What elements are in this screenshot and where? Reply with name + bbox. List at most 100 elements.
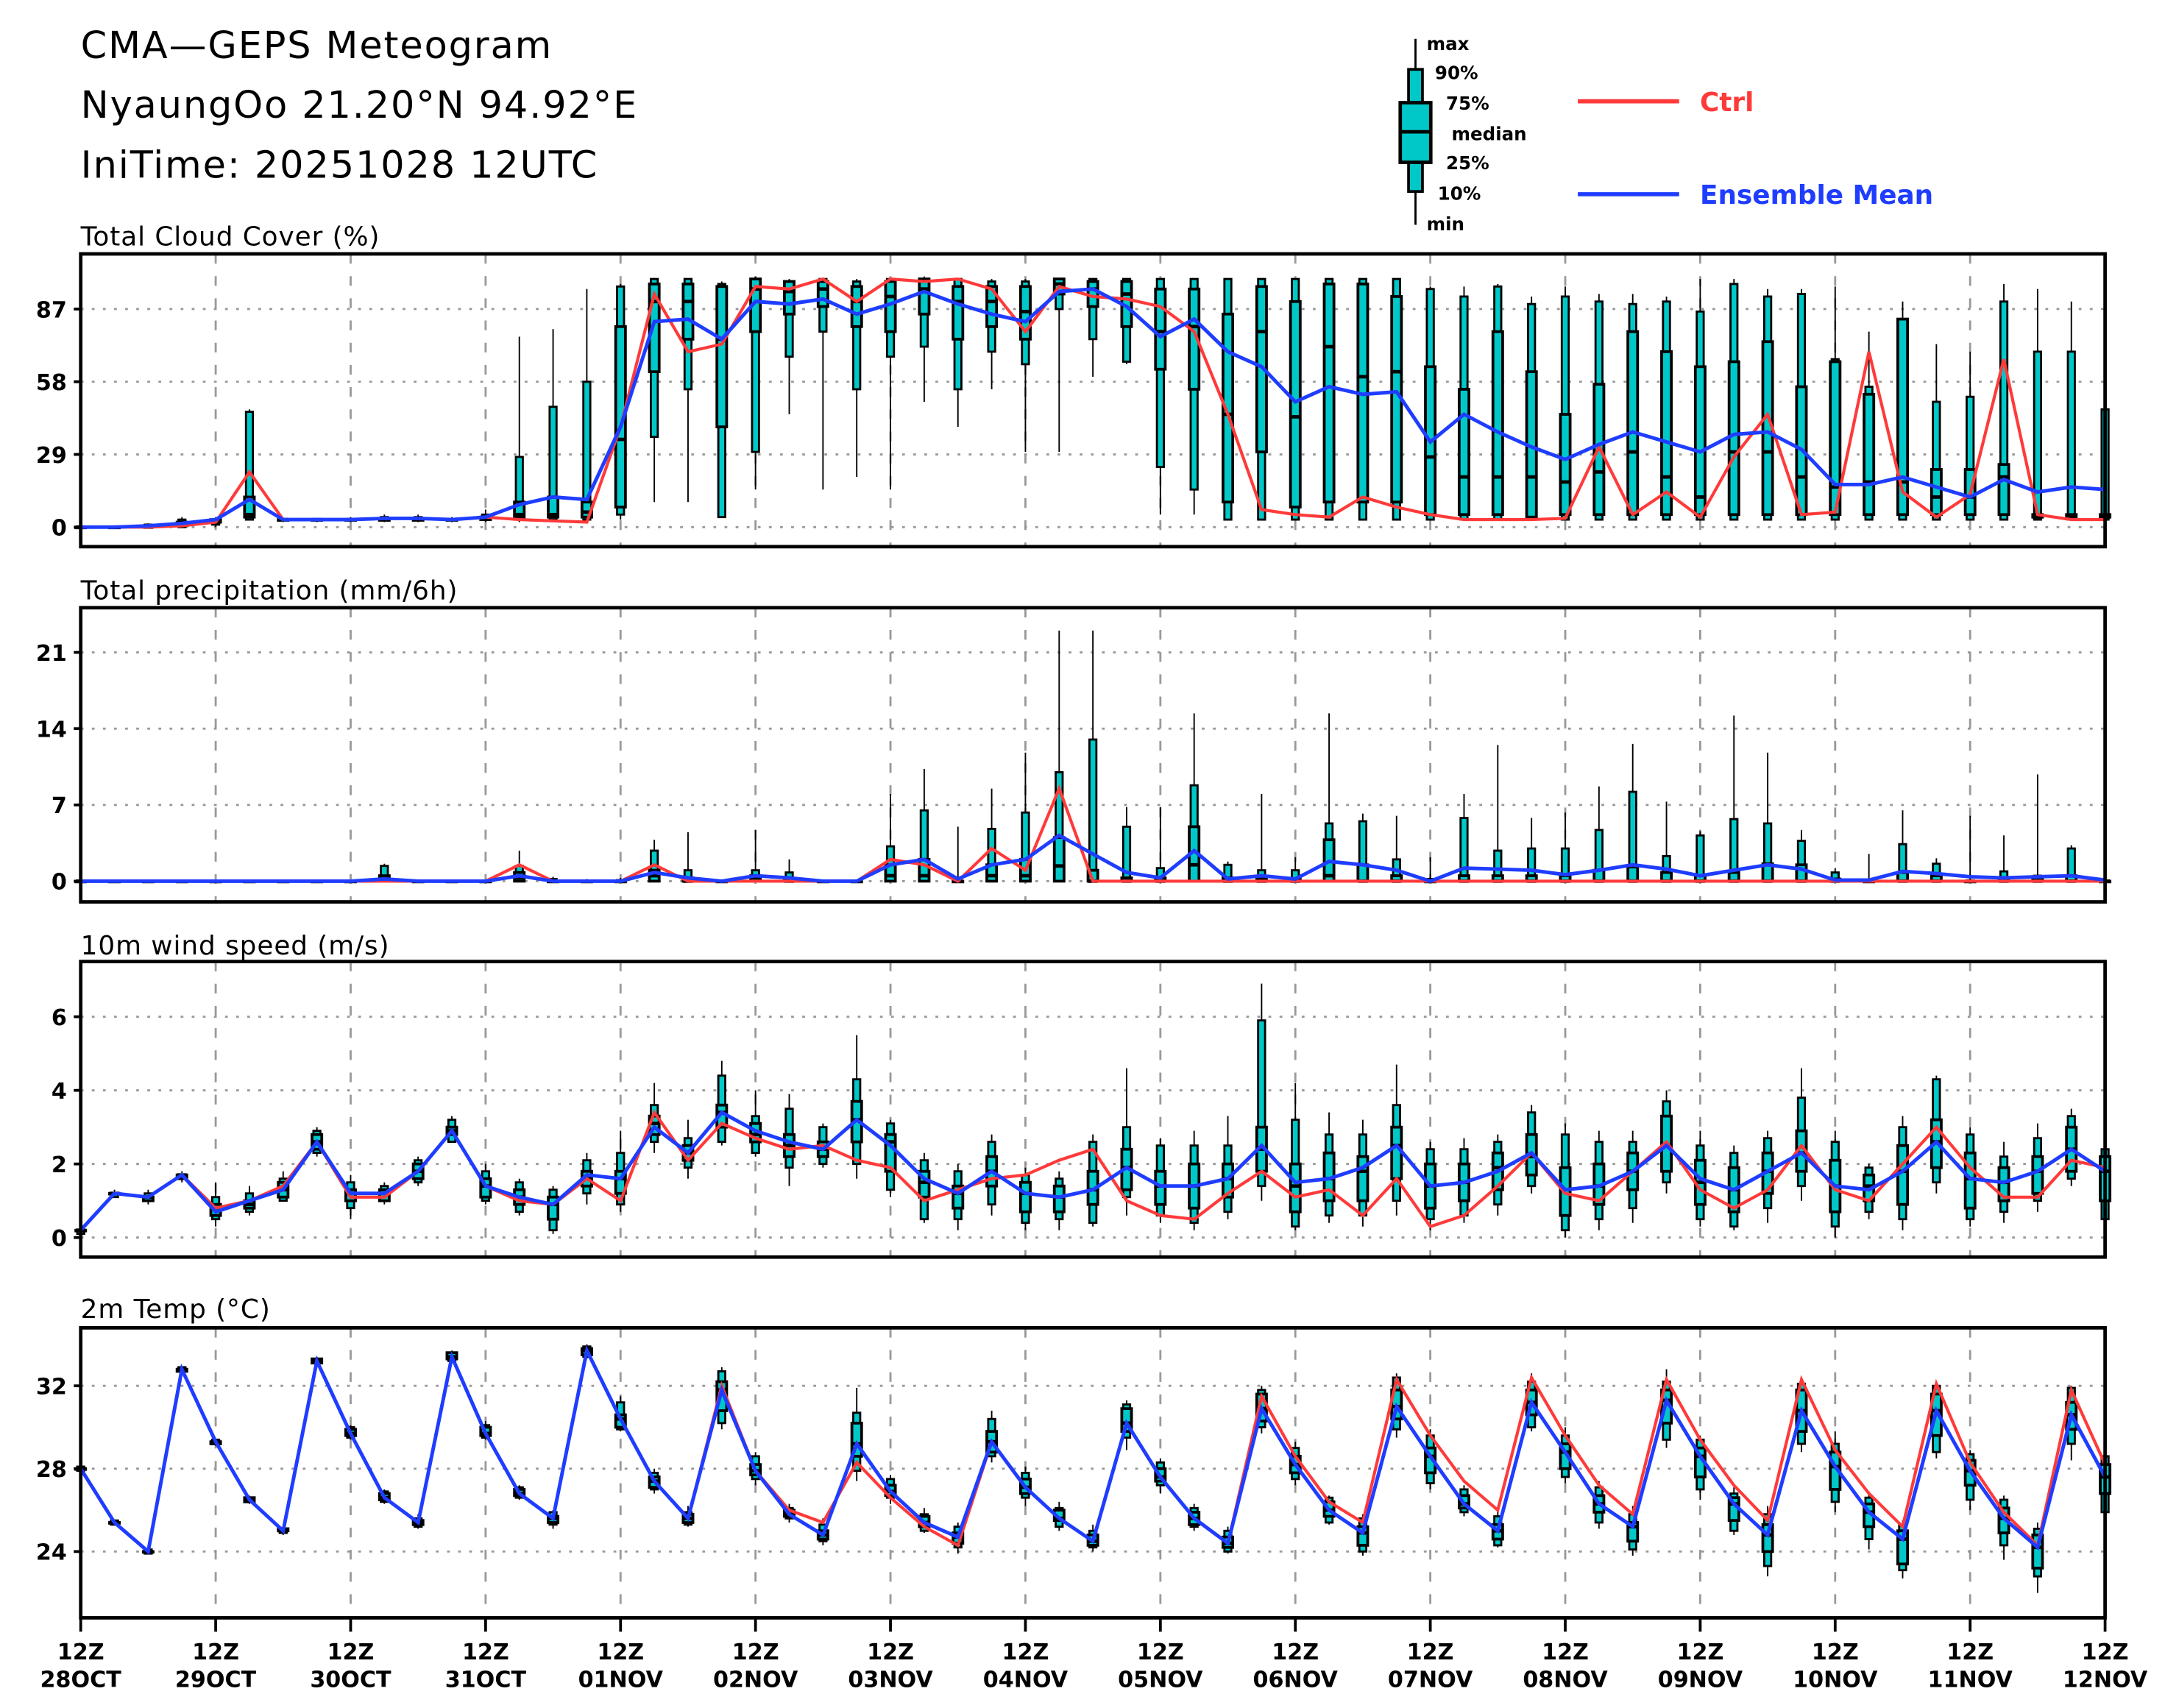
y-tick-label: 28 xyxy=(36,1457,67,1483)
box-plot xyxy=(816,277,829,490)
chart-title: CMA—GEPS Meteogram xyxy=(81,24,553,68)
iqr-box xyxy=(918,277,931,316)
panel-frame xyxy=(79,1326,2107,1620)
p10-p90-box xyxy=(2066,350,2076,521)
ensemble-mean-line xyxy=(80,833,2105,884)
x-tick-date-label: 08NOV xyxy=(1523,1668,1608,1693)
legend-ctrl-label: Ctrl xyxy=(1700,88,1754,118)
box-plot xyxy=(1491,745,1504,883)
box-plot xyxy=(985,1410,999,1463)
box-plot xyxy=(1761,752,1774,883)
iqr-box xyxy=(1863,392,1876,517)
y-tick-label: 2 xyxy=(52,1152,67,1178)
legend-box-glyph xyxy=(1398,38,1433,225)
x-tick-date-label: 09NOV xyxy=(1658,1668,1743,1693)
iqr-box xyxy=(1154,1169,1167,1206)
x-tick-hour-label: 12Z xyxy=(1137,1640,1184,1665)
box-plot xyxy=(1052,1171,1066,1230)
iqr-box xyxy=(1660,350,1673,517)
box-plot xyxy=(1052,630,1066,883)
box-plot xyxy=(2031,288,2044,521)
panel-frame xyxy=(79,252,2107,549)
box-plot xyxy=(1592,294,1606,521)
box-plot xyxy=(1222,1116,1235,1219)
legend-p90-label: 90% xyxy=(1435,62,1478,83)
panel-frame xyxy=(79,606,2107,904)
iqr-box xyxy=(1626,865,1640,883)
iqr-box xyxy=(1289,300,1302,508)
box-plot xyxy=(1693,1435,1707,1500)
box-plot xyxy=(884,1119,897,1197)
x-tick-date-label: 07NOV xyxy=(1388,1668,1473,1693)
panel-3: 2m Temp (°C) 24 28 32 xyxy=(36,1294,2112,1620)
box-plot xyxy=(1052,277,1066,453)
y-tick-label: 32 xyxy=(36,1375,67,1400)
y-tick-label: 0 xyxy=(52,516,67,542)
iqr-box xyxy=(681,283,695,341)
box-plot xyxy=(952,1163,965,1230)
iqr-box xyxy=(816,280,829,308)
x-tick-hour-label: 12Z xyxy=(1676,1640,1723,1665)
box-plot xyxy=(1255,277,1268,521)
box-plot xyxy=(1559,286,1572,521)
iqr-box xyxy=(1930,468,1943,517)
x-tick-date-label: 29OCT xyxy=(175,1668,257,1693)
x-tick-hour-label: 12Z xyxy=(2082,1640,2129,1665)
x-tick-date-label: 01NOV xyxy=(578,1668,664,1693)
legend-median-label: median xyxy=(1452,123,1527,144)
x-tick-hour-label: 12Z xyxy=(732,1640,779,1665)
y-tick-label: 0 xyxy=(52,870,67,896)
iqr-box xyxy=(1322,283,1336,504)
box-plot xyxy=(547,1186,560,1234)
p10-p90-box xyxy=(1966,395,1975,521)
box-plot xyxy=(1356,813,1369,883)
box-plot xyxy=(918,276,931,402)
x-tick-hour-label: 12Z xyxy=(1272,1640,1319,1665)
iqr-box xyxy=(1457,388,1470,517)
iqr-box xyxy=(1626,330,1640,517)
panel-0: Total Cloud Cover (%) 0 29 58 87 xyxy=(36,222,2112,549)
iqr-box xyxy=(1188,287,1201,391)
time-axis: 12Z 28OCT 12Z 29OCT 12Z 30OCT 12Z 31OCT 12Z 01NOV… xyxy=(40,1617,2148,1693)
legend-p75-label: 75% xyxy=(1446,93,1489,114)
p10-p90-box xyxy=(1257,1019,1266,1188)
box-plot xyxy=(1592,786,1606,883)
box-plot xyxy=(1018,279,1032,453)
box-plot xyxy=(1997,283,2010,521)
p10-p90-box xyxy=(1459,817,1469,882)
box-plot xyxy=(1963,815,1977,884)
x-tick-date-label: 10NOV xyxy=(1793,1668,1878,1693)
legend: max 90% 75% median 25% 10% min Ctrl Ense… xyxy=(1398,33,1933,235)
x-tick-hour-label: 12Z xyxy=(867,1640,914,1665)
x-tick-hour-label: 12Z xyxy=(462,1640,509,1665)
box-plot xyxy=(1626,294,1640,521)
legend-min-label: min xyxy=(1427,213,1464,235)
iqr-box xyxy=(783,280,796,316)
iqr-box xyxy=(1154,287,1167,371)
p10-p90-box xyxy=(1932,400,1941,521)
panel-frame xyxy=(79,960,2107,1259)
panel-1: Total precipitation (mm/6h) 0 7 14 21 xyxy=(36,576,2112,904)
y-tick-label: 58 xyxy=(36,370,67,396)
box-plot xyxy=(1188,713,1201,883)
box-plot xyxy=(1491,283,1504,521)
x-tick-hour-label: 12Z xyxy=(1407,1640,1454,1665)
box-plot xyxy=(1322,1112,1336,1223)
ensemble-mean-line xyxy=(79,1344,2107,1555)
panel-2: 10m wind speed (m/s) 0 2 4 6 xyxy=(52,931,2112,1259)
box-plot xyxy=(1491,1134,1504,1216)
box-plot xyxy=(1626,743,1640,883)
box-plot xyxy=(2031,774,2044,883)
box-plot xyxy=(681,832,695,883)
iqr-box xyxy=(1289,1162,1302,1213)
box-plot xyxy=(1154,1138,1167,1223)
panels: Total Cloud Cover (%) 0 29 58 87 Total precip… xyxy=(36,222,2112,1620)
box-plot xyxy=(715,281,729,519)
box-plot xyxy=(1322,277,1336,521)
box-plot xyxy=(1390,277,1403,521)
y-tick-label: 0 xyxy=(52,1226,67,1252)
box-plot xyxy=(1727,715,1740,883)
box-plot xyxy=(884,277,897,490)
box-plot xyxy=(952,826,965,884)
